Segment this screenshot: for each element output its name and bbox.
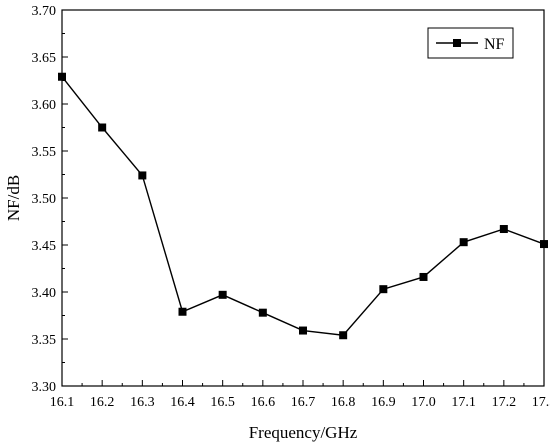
x-tick-label: 17.3 [532, 395, 550, 410]
data-point [258, 308, 267, 317]
x-axis: 16.1 16.2 16.3 16.4 16.5 16.6 16.7 16.8 16.9 17.0… [50, 380, 550, 410]
x-tick-label: 16.4 [170, 395, 195, 410]
y-tick-label: 3.70 [32, 4, 57, 19]
y-tick-label: 3.55 [32, 145, 57, 160]
y-tick-label: 3.30 [32, 380, 57, 395]
y-tick-label: 3.50 [32, 192, 57, 207]
legend-marker [453, 39, 461, 47]
data-point [58, 72, 66, 81]
data-point [299, 326, 307, 335]
y-tick-label: 3.45 [32, 239, 57, 254]
data-point [218, 290, 227, 299]
x-tick-label: 16.3 [130, 395, 155, 410]
data-point [499, 225, 508, 234]
x-tick-label: 16.5 [210, 395, 235, 410]
x-tick-label: 17.0 [411, 395, 436, 410]
data-point [419, 272, 428, 281]
x-tick-label: 16.9 [371, 395, 396, 410]
data-point [540, 240, 548, 249]
data-point [379, 285, 388, 294]
x-tick-label: 17.1 [451, 395, 476, 410]
x-tick-label: 16.8 [331, 395, 356, 410]
y-axis: 3.30 3.35 3.40 3.45 3.50 3.55 3.60 3.65 3.70 [32, 4, 68, 395]
data-point [98, 123, 107, 132]
y-axis-title: NF/dB [4, 175, 23, 221]
x-tick-label: 16.2 [90, 395, 115, 410]
data-point [178, 307, 187, 316]
data-point [339, 331, 348, 340]
x-tick-label: 16.6 [251, 395, 276, 410]
x-axis-title: Frequency/GHz [249, 423, 358, 442]
data-point [138, 171, 147, 180]
data-point [459, 238, 468, 247]
series-layer [58, 72, 548, 340]
legend: NF [427, 27, 514, 59]
y-tick-label: 3.60 [32, 98, 57, 113]
x-tick-label: 16.7 [291, 395, 316, 410]
y-tick-label: 3.40 [32, 286, 57, 301]
x-tick-label: 16.1 [50, 395, 75, 410]
y-tick-label: 3.35 [32, 333, 57, 348]
series-line [61, 76, 545, 336]
legend-label: NF [484, 36, 505, 53]
y-tick-label: 3.65 [32, 51, 57, 66]
x-tick-label: 17.2 [492, 395, 517, 410]
